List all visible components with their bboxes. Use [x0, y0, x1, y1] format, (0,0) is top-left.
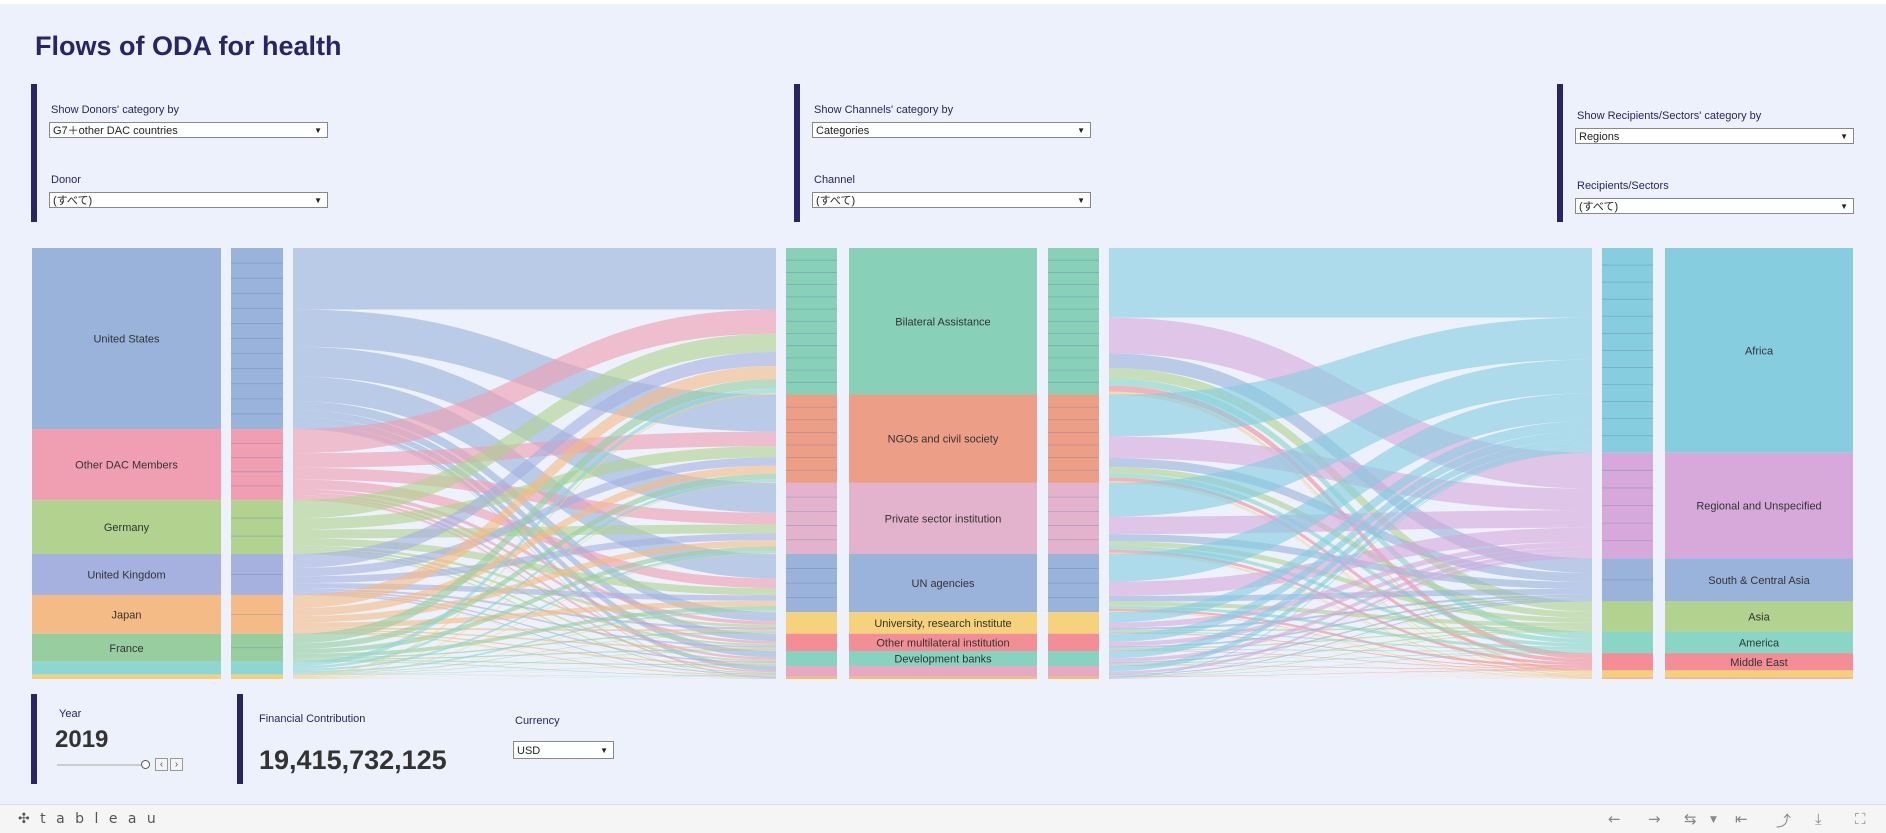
- recipient-node-label: Middle East: [1730, 657, 1787, 669]
- channel-strip-right-segment: [1048, 666, 1099, 677]
- channel-node-other: [849, 666, 1037, 677]
- channel-node-label: Bilateral Assistance: [895, 316, 990, 328]
- reset-icon[interactable]: ⇤: [1735, 810, 1748, 828]
- channel-strip-right-segment: [1048, 634, 1099, 651]
- recipient-strip-segment: [1602, 601, 1653, 631]
- channel-node-label: UN agencies: [912, 578, 975, 590]
- channel-node-label: Other multilateral institution: [876, 637, 1009, 649]
- channel-node-label: NGOs and civil society: [888, 434, 999, 446]
- donor-node-other: [32, 675, 221, 679]
- recipient-strip-segment: [1602, 632, 1653, 654]
- channel-strip-left-segment: [786, 612, 837, 634]
- donor-node-label: France: [109, 643, 143, 655]
- recipient-strip-segment: [1602, 670, 1653, 676]
- recipient-node-label: Asia: [1748, 612, 1770, 624]
- revert-icon[interactable]: ⇆: [1684, 810, 1697, 828]
- donor-node-label: Other DAC Members: [75, 460, 178, 472]
- channel-strip-right-segment: [1048, 612, 1099, 634]
- recipient-node-other: [1665, 670, 1853, 676]
- channel-node-label: Private sector institution: [885, 513, 1002, 525]
- recipient-node-label: Africa: [1745, 345, 1774, 357]
- donor-strip-segment: [231, 500, 283, 554]
- channel-strip-left-segment: [786, 666, 837, 677]
- recipient-node-label: America: [1739, 637, 1780, 649]
- channel-strip-right-segment: [1048, 483, 1099, 554]
- channel-node-label: Development banks: [894, 654, 992, 666]
- recipient-node-label: South & Central Asia: [1708, 575, 1810, 587]
- flow-channel-to-recipient: [1109, 248, 1592, 318]
- channel-strip-left-segment: [786, 677, 837, 679]
- flow-donor-to-channel: [293, 248, 776, 310]
- donor-strip-segment: [231, 675, 283, 679]
- donor-node-label: United States: [93, 334, 160, 346]
- donor-node-label: United Kingdom: [87, 569, 165, 581]
- download-icon[interactable]: ⤓: [1815, 810, 1822, 828]
- donor-strip-segment: [231, 429, 283, 500]
- undo-icon[interactable]: ←: [1608, 810, 1621, 828]
- recipient-strip-segment: [1602, 677, 1653, 679]
- recipient-node-label: Regional and Unspecified: [1696, 501, 1821, 513]
- revert-dropdown-icon[interactable]: ▼: [1710, 815, 1717, 825]
- redo-icon[interactable]: →: [1648, 810, 1661, 828]
- channel-node-other: [849, 677, 1037, 679]
- channel-strip-left-segment: [786, 395, 837, 483]
- donor-strip-segment: [231, 662, 283, 675]
- share-icon[interactable]: ⤴: [1776, 810, 1791, 831]
- recipient-strip-segment: [1602, 653, 1653, 670]
- tableau-toolbar: ✣ t a b l e a u ← → ⇆ ▼ ⇤ ⤴ ⤓ ⛶: [0, 804, 1886, 833]
- fullscreen-icon[interactable]: ⛶: [1855, 810, 1866, 828]
- tableau-logo: ✣ t a b l e a u: [18, 811, 159, 827]
- channel-strip-right-segment: [1048, 651, 1099, 666]
- channel-strip-left-segment: [786, 651, 837, 666]
- recipient-node-other: [1665, 677, 1853, 679]
- channel-strip-right-segment: [1048, 395, 1099, 483]
- donor-node-other: [32, 662, 221, 675]
- channel-strip-left-segment: [786, 634, 837, 651]
- donor-node-label: Germany: [104, 522, 150, 534]
- channel-strip-right-segment: [1048, 677, 1099, 679]
- channel-strip-left-segment: [786, 483, 837, 554]
- channel-node-label: University, research institute: [874, 618, 1011, 630]
- donor-node-label: Japan: [112, 609, 142, 621]
